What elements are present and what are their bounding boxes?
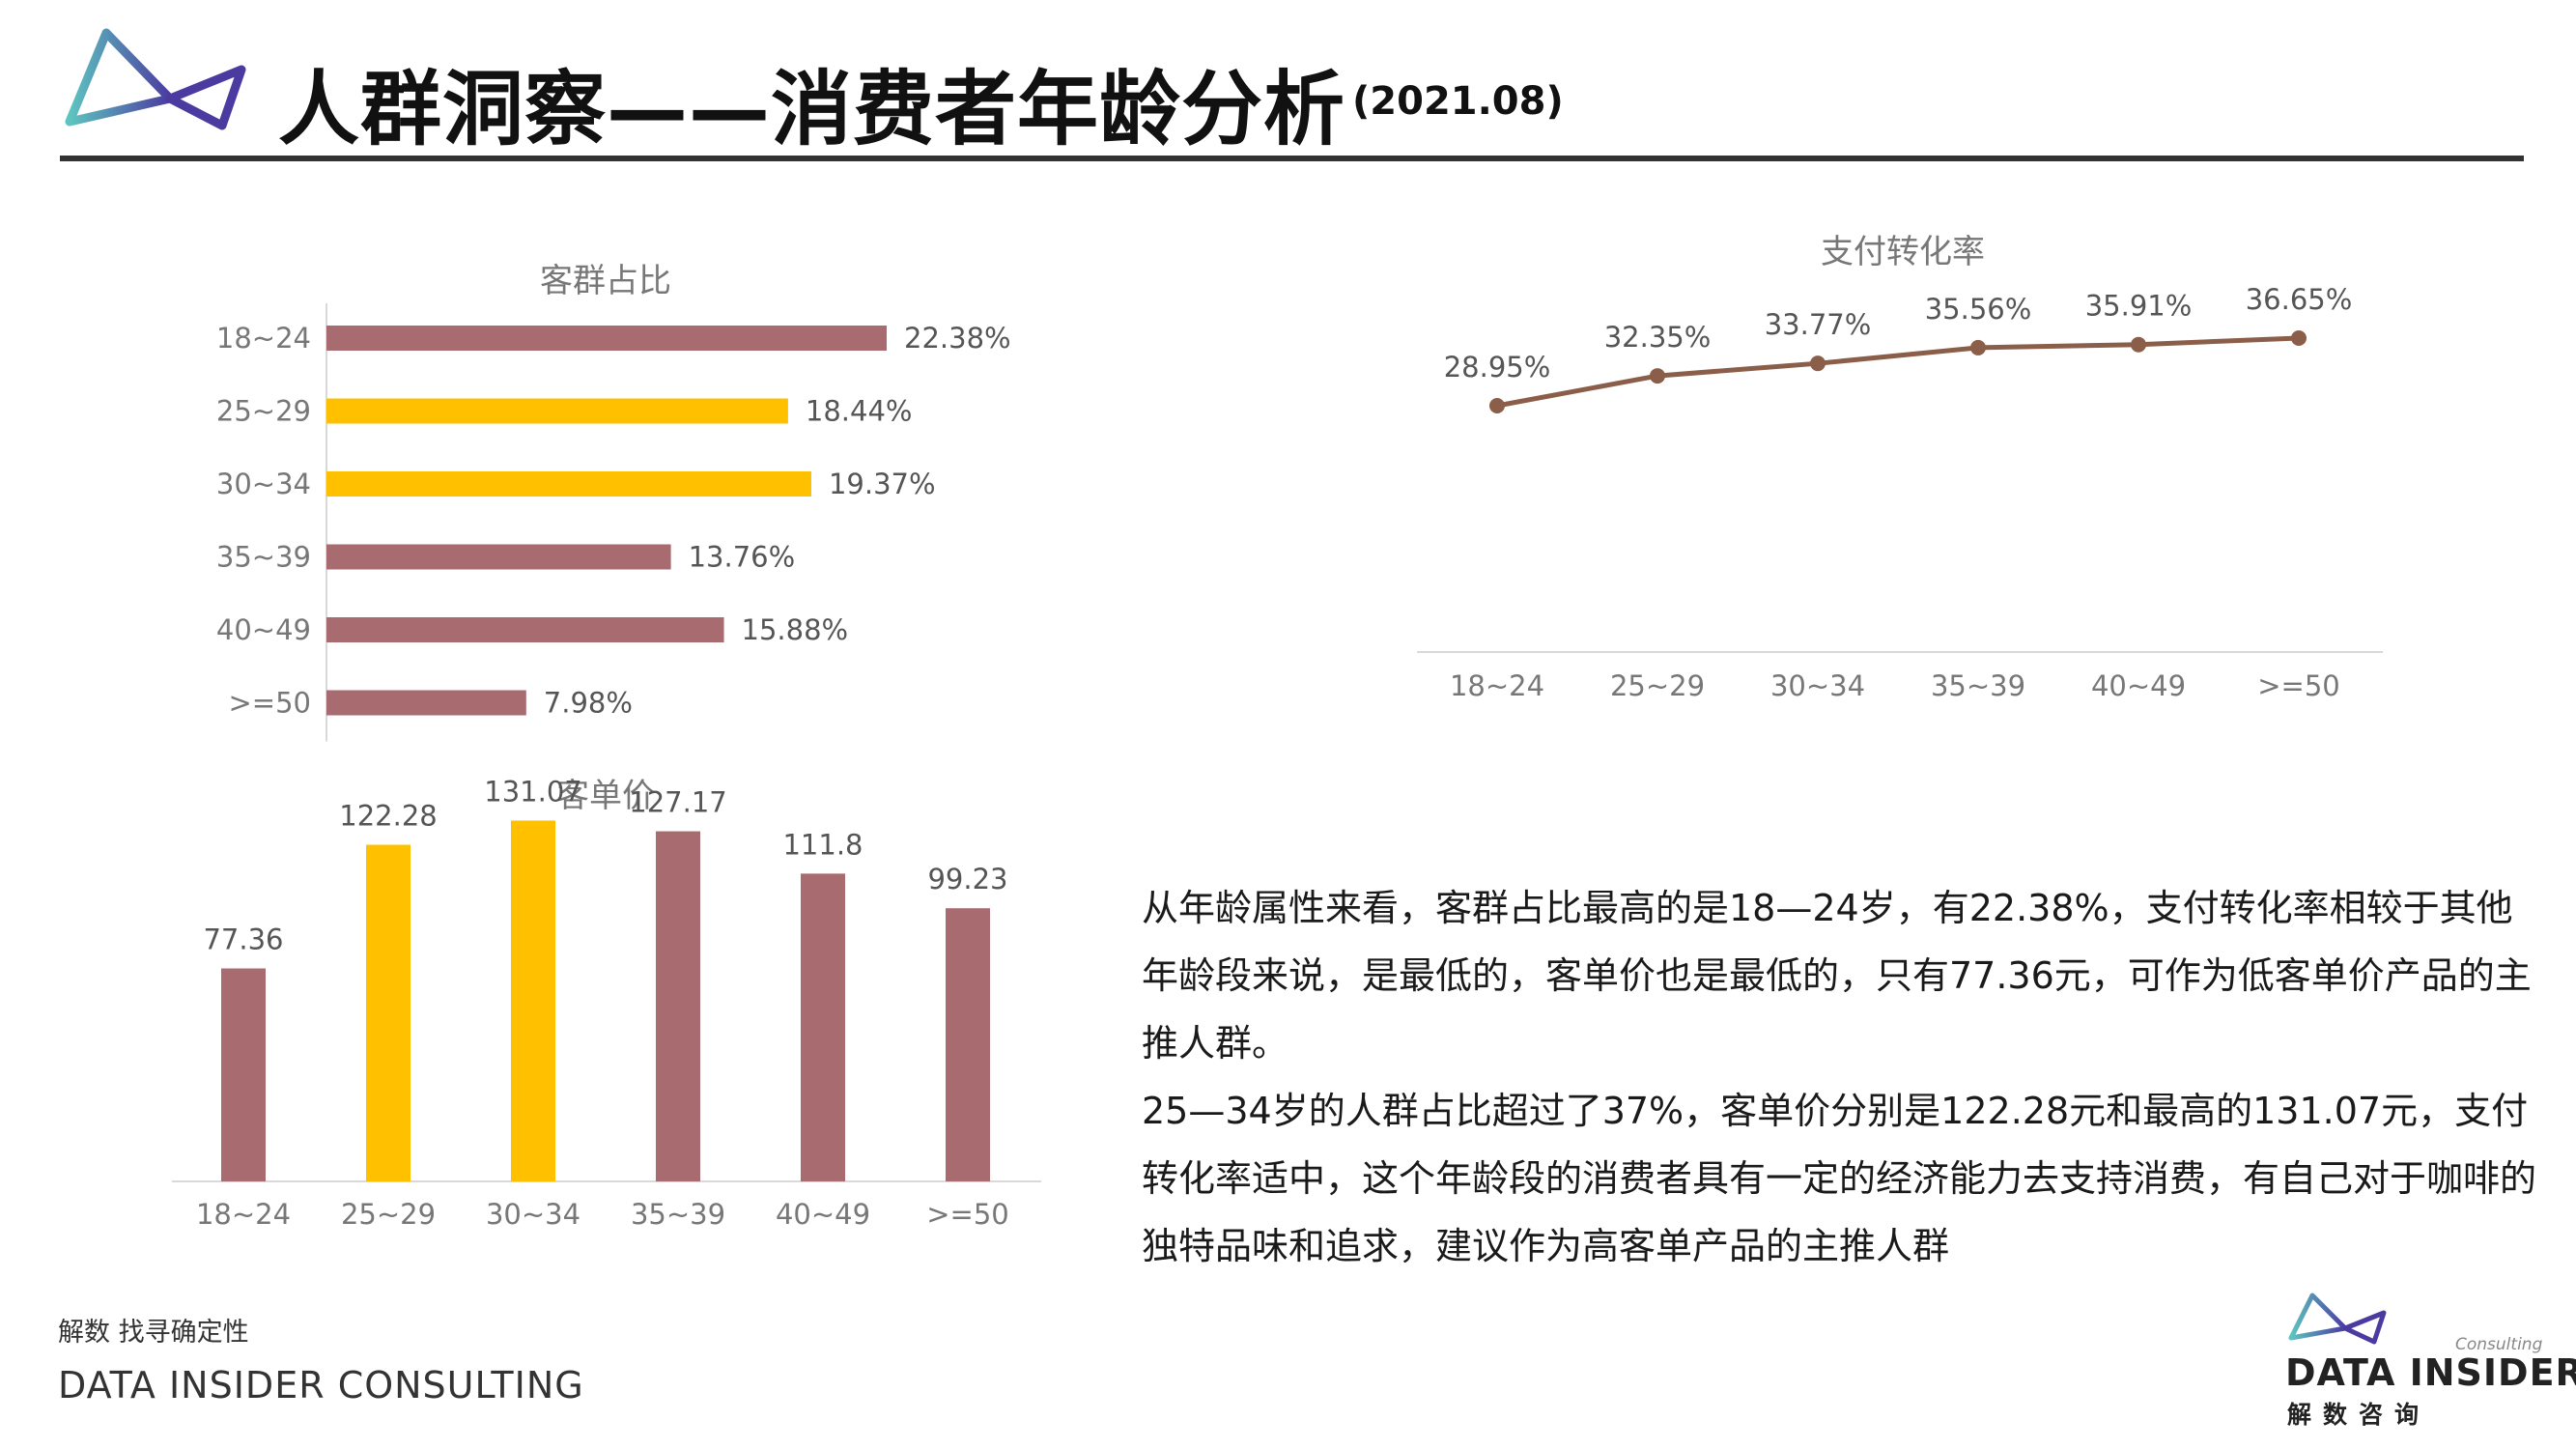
brand-name: DATA INSIDER xyxy=(2285,1351,2576,1394)
brand-mark-icon xyxy=(2288,1293,2387,1345)
data-label: 127.17 xyxy=(629,786,726,819)
category-label: 40~49 xyxy=(216,613,311,646)
data-label: 28.95% xyxy=(1444,351,1551,384)
page-title: 人群洞察——消费者年龄分析 xyxy=(278,62,1346,156)
bar xyxy=(366,844,410,1181)
data-label: 35.56% xyxy=(1925,293,2032,326)
brand-cn-name: 解数咨询 xyxy=(2287,1401,2431,1429)
brand-consulting: Consulting xyxy=(2455,1335,2543,1354)
bar xyxy=(656,831,700,1181)
data-label: 18.44% xyxy=(806,395,913,428)
data-label: 36.65% xyxy=(2246,283,2353,316)
category-label: >=50 xyxy=(229,687,312,720)
chart-title: 支付转化率 xyxy=(1821,233,1985,271)
category-label: 40~49 xyxy=(776,1198,870,1231)
bar xyxy=(326,326,887,351)
bar xyxy=(326,544,671,570)
conversion-rate-svg: 支付转化率 28.95% 18~24 32.35% 25~29 33.77% 30~34 3… xyxy=(1417,233,2383,702)
category-label: >=50 xyxy=(926,1198,1009,1231)
data-point xyxy=(1970,339,1986,355)
analysis-paragraph-1: 从年龄属性来看，客群占比最高的是18—24岁，有22.38%，支付转化率相较于其… xyxy=(1142,887,2532,1065)
data-label: 19.37% xyxy=(829,468,936,500)
bar xyxy=(511,820,555,1181)
chart-title: 客单价 xyxy=(556,777,655,815)
logo-icon xyxy=(65,28,246,130)
data-point xyxy=(2131,336,2146,353)
bar xyxy=(221,968,266,1181)
data-point xyxy=(1650,368,1665,384)
footer-slogan: 解数 找寻确定性 xyxy=(58,1318,249,1348)
category-label: 18~24 xyxy=(196,1198,291,1231)
bar xyxy=(326,690,526,716)
category-label: 35~39 xyxy=(631,1198,725,1231)
data-label: 13.76% xyxy=(689,541,796,574)
category-label: 35~39 xyxy=(216,541,311,574)
bar xyxy=(326,617,724,642)
category-label: 35~39 xyxy=(1931,669,2025,702)
data-point xyxy=(1489,398,1505,413)
footer-company: DATA INSIDER CONSULTING xyxy=(58,1364,584,1406)
brand-logo: Consulting DATA INSIDER 解数咨询 xyxy=(2279,1290,2576,1435)
category-label: 40~49 xyxy=(2091,669,2186,702)
chart-title: 客群占比 xyxy=(540,262,671,300)
category-label: 18~24 xyxy=(216,322,311,355)
category-label: 25~29 xyxy=(1610,669,1705,702)
data-label: 111.8 xyxy=(782,828,863,861)
category-label: 18~24 xyxy=(1450,669,1544,702)
analysis-paragraph-2: 25—34岁的人群占比超过了37%，客单价分别是122.28元和最高的131.0… xyxy=(1142,1090,2537,1267)
category-label: 30~34 xyxy=(216,468,311,500)
bar xyxy=(326,398,788,424)
bar xyxy=(801,873,845,1181)
conversion-rate-chart: 支付转化率 28.95% 18~24 32.35% 25~29 33.77% 30~34 3… xyxy=(1410,222,2395,724)
series-line xyxy=(1496,335,2300,409)
data-label: 99.23 xyxy=(927,863,1007,895)
customer-share-chart: 客群占比 18~24 22.38% 25~29 18.44% 30~34 19.37% 35… xyxy=(193,251,1062,753)
page-date: (2021.08) xyxy=(1352,79,1564,124)
data-label: 35.91% xyxy=(2085,290,2193,323)
data-label: 122.28 xyxy=(339,800,437,833)
data-label: 77.36 xyxy=(203,923,283,956)
customer-share-svg: 客群占比 18~24 22.38% 25~29 18.44% 30~34 19.37% 35… xyxy=(216,262,1011,742)
avg-order-value-svg: 客单价 77.36 18~24 122.28 25~29 131.07 30~34 127.… xyxy=(172,775,1041,1231)
category-label: 25~29 xyxy=(341,1198,436,1231)
bar xyxy=(946,908,990,1181)
category-label: >=50 xyxy=(2257,669,2340,702)
bar xyxy=(326,471,811,497)
title-divider xyxy=(60,156,2524,161)
avg-order-value-chart: 客单价 77.36 18~24 122.28 25~29 131.07 30~34 127.… xyxy=(164,768,1053,1251)
data-label: 33.77% xyxy=(1765,308,1872,341)
category-label: 30~34 xyxy=(486,1198,580,1231)
header: 人群洞察——消费者年龄分析 (2021.08) xyxy=(58,27,2531,156)
analysis-text: 从年龄属性来看，客群占比最高的是18—24岁，有22.38%，支付转化率相较于其… xyxy=(1142,874,2537,1280)
data-point xyxy=(2291,330,2307,346)
data-label: 7.98% xyxy=(544,687,633,720)
category-label: 30~34 xyxy=(1770,669,1865,702)
data-label: 22.38% xyxy=(904,322,1011,355)
data-label: 15.88% xyxy=(742,613,849,646)
category-label: 25~29 xyxy=(216,395,311,428)
data-label: 32.35% xyxy=(1604,321,1712,354)
data-point xyxy=(1810,355,1826,372)
data-label: 131.07 xyxy=(484,775,581,808)
